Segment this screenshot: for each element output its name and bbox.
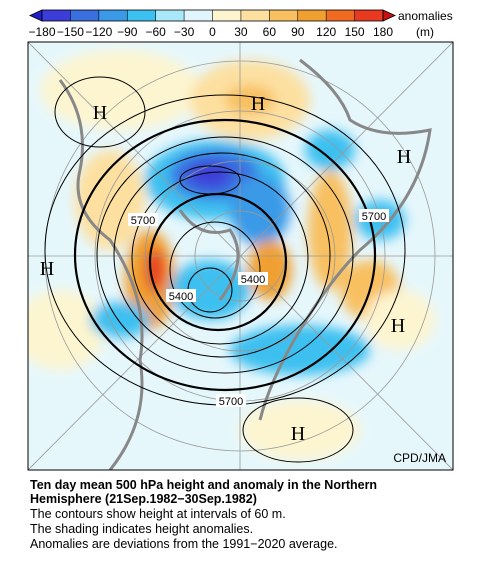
- colorbar-tick-label: 0: [209, 25, 216, 39]
- high-label: H: [397, 146, 411, 168]
- high-label: H: [251, 93, 265, 115]
- colorbar-tick-label: 90: [291, 25, 305, 39]
- colorbar-tick-label: 60: [263, 25, 277, 39]
- colorbar-segment: [240, 10, 270, 21]
- contour-labels: 5700 5700 5400 5400 5700: [128, 209, 389, 408]
- high-label: H: [93, 102, 107, 124]
- contour-label: 5700: [131, 215, 155, 227]
- colorbar-segment: [155, 10, 185, 21]
- colorbar-segment: [269, 10, 298, 21]
- caption-title: Hemisphere (21Sep.1982−30Sep.1982): [30, 492, 257, 506]
- colorbar-segment: [127, 10, 156, 21]
- colorbar-segment: [42, 10, 71, 21]
- colorbar-segment: [98, 10, 128, 21]
- colorbar-tick-label: −90: [117, 25, 138, 39]
- colorbar-tick-label: −120: [85, 25, 112, 39]
- colorbar-tick-label: −30: [174, 25, 195, 39]
- caption-line: The contours show height at intervals of…: [30, 507, 286, 521]
- colorbar-segment: [354, 10, 383, 21]
- colorbar-tick-label: −150: [57, 25, 84, 39]
- colorbar-segment: [70, 10, 99, 21]
- colorbar-title: anomalies: [398, 9, 453, 23]
- coastlines: [58, 58, 432, 470]
- map-frame: [27, 41, 454, 471]
- colorbar-segment: [326, 10, 355, 21]
- colorbar-tick-label: 180: [373, 25, 393, 39]
- height-contours: [44, 76, 406, 463]
- caption-line: Anomalies are deviations from the 1991−2…: [30, 537, 338, 551]
- colorbar-tick-label: −60: [145, 25, 166, 39]
- high-label: H: [291, 423, 305, 445]
- colorbar-segment: [184, 10, 213, 21]
- colorbar-unit: (m): [416, 25, 434, 39]
- colorbar-extension: [29, 9, 43, 22]
- caption-line: The shading indicates height anomalies.: [30, 522, 253, 536]
- colorbar-tick-label: 150: [345, 25, 365, 39]
- colorbar-tick-label: −180: [28, 25, 55, 39]
- colorbar-segment: [297, 10, 327, 21]
- credit: CPD/JMA: [393, 451, 446, 465]
- colorbar-extension: [382, 9, 396, 22]
- colorbar-tick-label: 30: [234, 25, 248, 39]
- colorbar: −180 −150 −120 −90 −60 −30 0 30 60 90 120 150 180: [28, 9, 396, 39]
- contour-label: 5700: [219, 396, 243, 408]
- caption-title: Ten day mean 500 hPa height and anomaly …: [30, 478, 377, 492]
- anomaly-shading: [28, 50, 435, 460]
- colorbar-segment: [212, 10, 241, 21]
- contour-label: 5400: [169, 291, 193, 303]
- contour-label: 5400: [241, 274, 265, 286]
- contour-label: 5700: [362, 211, 386, 223]
- high-label: H: [40, 258, 54, 280]
- map: H H H H H H 5700 5700 5400 5400 5700 CPD…: [28, 42, 453, 470]
- colorbar-tick-label: 120: [316, 25, 336, 39]
- high-label: H: [391, 315, 405, 337]
